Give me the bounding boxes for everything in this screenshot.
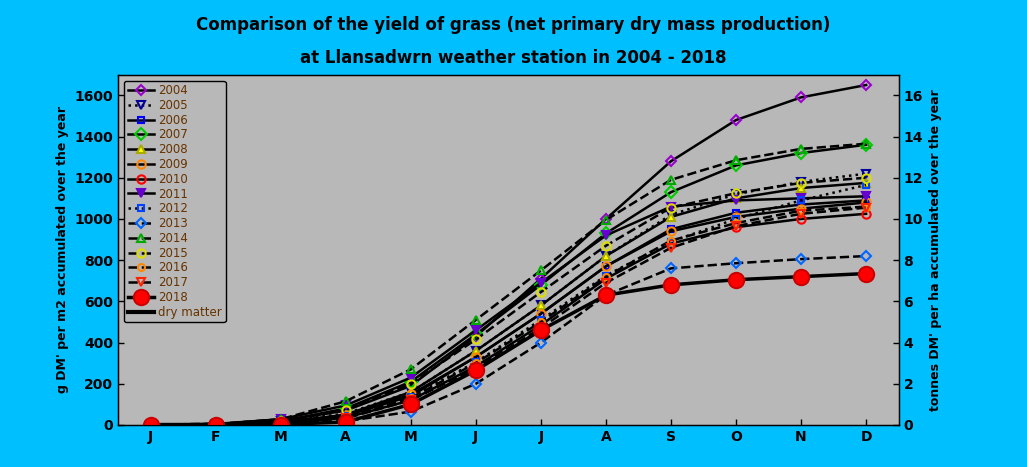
Text: at Llansadwrn weather station in 2004 - 2018: at Llansadwrn weather station in 2004 - … [300,49,727,67]
Y-axis label: tonnes DM' per ha accumulated over the year: tonnes DM' per ha accumulated over the y… [928,89,942,410]
Text: Comparison of the yield of grass (net primary dry mass production): Comparison of the yield of grass (net pr… [196,16,831,35]
Legend: 2004, 2005, 2006, 2007, 2008, 2009, 2010, 2011, 2012, 2013, 2014, 2015, 2016, 20: 2004, 2005, 2006, 2007, 2008, 2009, 2010… [124,81,226,322]
Y-axis label: g DM' per m2 accumulated over the year: g DM' per m2 accumulated over the year [55,106,69,393]
